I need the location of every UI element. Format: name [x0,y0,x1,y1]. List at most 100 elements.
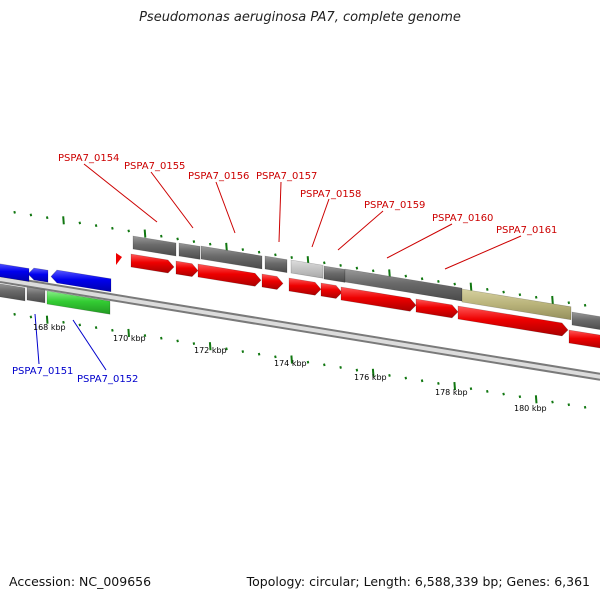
minor-tick [583,405,587,409]
callout-lines [34,163,522,371]
genome-summary-text: Topology: circular; Length: 6,588,339 bp… [246,574,590,589]
outer-tick-ring [13,210,587,307]
major-tick [62,216,65,225]
scale-labels: 168 kbp 170 kbp 172 kbp 174 kbp 176 kbp … [33,323,547,413]
callout-line [386,223,453,259]
minor-tick [160,234,163,238]
minor-tick [502,392,505,396]
callout-line [215,181,236,234]
minor-tick [143,334,147,338]
gene-label-pspa7-0156[interactable]: PSPA7_0156 [188,171,249,182]
gene-forward-arrow [340,286,417,312]
gene-forward-arrow [175,260,199,277]
callout-line [83,163,158,223]
minor-tick [583,303,587,307]
gene-label-pspa7-0158[interactable]: PSPA7_0158 [300,189,361,200]
gene-label-pspa7-0151[interactable]: PSPA7_0151 [12,366,73,377]
callout-line [150,171,194,229]
gene-forward-arrow [457,305,569,337]
scale-label: 170 kbp [113,334,146,343]
scale-label: 168 kbp [33,323,66,332]
minor-tick [29,213,33,217]
major-tick [127,328,130,338]
major-tick [551,295,554,305]
scale-label: 174 kbp [274,359,307,368]
callout-line [311,198,330,248]
gene-start-marker [116,253,122,265]
minor-tick [274,253,277,257]
major-tick [290,355,293,364]
minor-tick [306,360,310,364]
gene-block-gray [571,311,600,330]
minor-tick [94,326,98,330]
gene-label-pspa7-0155[interactable]: PSPA7_0155 [124,161,185,172]
callout-line [72,319,107,371]
gene-label-pspa7-0157[interactable]: PSPA7_0157 [256,171,317,182]
major-tick [469,282,473,291]
gene-label-pspa7-0161[interactable]: PSPA7_0161 [496,225,557,236]
gene-label-pspa7-0154[interactable]: PSPA7_0154 [58,153,119,164]
major-tick [208,342,212,351]
gene-label-pspa7-0160[interactable]: PSPA7_0160 [432,213,493,224]
gene-forward-arrow [320,282,343,299]
gene-forward-arrow [261,273,284,290]
gene-block-gray [323,265,346,283]
minor-tick [127,229,130,233]
minor-tick [486,389,489,393]
minor-tick [241,248,245,251]
minor-tick [208,242,212,246]
minor-tick [355,266,359,270]
minor-tick [45,216,49,220]
backbone-line-bottom [0,281,600,381]
inner-tick-ring [13,312,587,409]
minor-tick [420,277,424,281]
minor-tick [518,293,522,297]
gene-reverse-arrow [27,267,49,283]
gene-block-gray [178,242,201,260]
gene-block-olive [461,288,572,321]
gene-block-gray [0,283,26,302]
gene-labels-bottom: PSPA7_0151 PSPA7_0152 [12,366,138,385]
minor-tick [78,221,82,225]
minor-tick [404,274,408,278]
minor-tick [192,240,196,243]
minor-tick [469,387,473,391]
minor-tick [323,261,326,265]
callout-line [337,210,384,251]
major-tick [453,381,456,391]
minor-tick [567,403,571,407]
minor-tick [160,336,163,340]
minor-tick [339,264,342,267]
callout-line [278,181,282,243]
gene-label-pspa7-0152[interactable]: PSPA7_0152 [77,374,138,385]
minor-tick [551,400,554,404]
gene-label-pspa7-0159[interactable]: PSPA7_0159 [364,200,425,211]
minor-tick [355,368,359,372]
minor-tick [420,379,424,383]
gene-block-gray [26,286,46,304]
minor-tick [176,339,179,343]
minor-tick [371,269,375,273]
minor-tick [502,290,505,294]
map-title: Pseudomonas aeruginosa PA7, complete gen… [139,10,461,25]
callout-line [444,235,522,270]
minor-tick [111,328,114,332]
gene-reverse-arrow [50,269,112,293]
major-tick [388,269,391,278]
gene-forward-arrow [415,298,459,319]
minor-tick [486,287,489,291]
genome-backbone [0,275,600,381]
gene-block-lightgray [290,259,324,279]
scale-label: 176 kbp [354,373,387,382]
minor-tick [437,381,440,385]
scale-label: 172 kbp [194,346,227,355]
minor-tick [404,376,408,380]
minor-tick [567,301,571,305]
callout-line [34,313,40,365]
minor-tick [13,312,16,316]
minor-tick [62,320,65,324]
accession-text: Accession: NC_009656 [9,574,152,589]
gene-reverse-arrow [0,263,30,282]
minor-tick [192,342,196,345]
